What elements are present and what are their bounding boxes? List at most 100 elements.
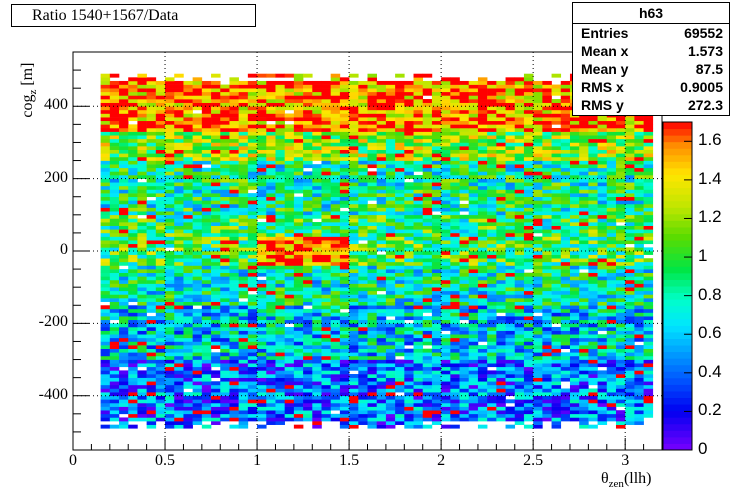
heatmap-cell (128, 185, 138, 190)
heatmap-cell (339, 196, 350, 201)
heatmap-cell (625, 312, 635, 317)
heatmap-cell (634, 395, 644, 400)
heatmap-cell (146, 290, 157, 295)
heatmap-cell (441, 232, 451, 237)
heatmap-cell (385, 142, 396, 147)
heatmap-cell (284, 305, 295, 310)
heatmap-cell (496, 193, 506, 198)
heatmap-cell (597, 218, 608, 223)
heatmap-cell (395, 276, 405, 281)
heatmap-cell (220, 377, 230, 382)
heatmap-cell (155, 243, 166, 248)
heatmap-cell (284, 406, 295, 411)
heatmap-cell (266, 374, 276, 378)
heatmap-cell (404, 120, 414, 125)
heatmap-cell (395, 406, 405, 411)
heatmap-cell (560, 142, 571, 147)
heatmap-cell (183, 413, 193, 418)
heatmap-cell (321, 178, 331, 183)
heatmap-cell (606, 160, 617, 165)
heatmap-cell (422, 156, 433, 161)
heatmap-cell (284, 182, 295, 187)
heatmap-cell (606, 410, 617, 415)
heatmap-cell (192, 384, 203, 389)
heatmap-cell (468, 232, 479, 237)
heatmap-cell (128, 232, 138, 237)
heatmap-cell (431, 240, 442, 245)
heatmap-cell (257, 319, 267, 324)
heatmap-cell (597, 142, 608, 147)
heatmap-cell (569, 330, 580, 335)
heatmap-cell (358, 406, 368, 411)
heatmap-cell (634, 305, 644, 310)
heatmap-cell (358, 352, 368, 357)
heatmap-cell (192, 366, 203, 371)
heatmap-cell (303, 124, 313, 129)
heatmap-cell (146, 200, 157, 205)
heatmap-cell (385, 258, 396, 263)
heatmap-cell (146, 117, 157, 122)
heatmap-cell (312, 312, 322, 317)
heatmap-cell (349, 388, 359, 393)
heatmap-cell (395, 413, 405, 418)
heatmap-cell (284, 269, 295, 274)
heatmap-cell (533, 370, 543, 375)
heatmap-cell (266, 261, 276, 266)
heatmap-cell (542, 182, 552, 187)
heatmap-cell (376, 384, 387, 389)
heatmap-cell (514, 138, 525, 143)
heatmap-cell (496, 167, 506, 172)
heatmap-cell (284, 222, 295, 226)
heatmap-cell (229, 276, 239, 281)
heatmap-cell (496, 283, 506, 288)
heatmap-cell (220, 131, 230, 136)
heatmap-cell (257, 222, 267, 226)
heatmap-cell (459, 160, 470, 165)
heatmap-cell (303, 225, 313, 230)
heatmap-cell (625, 319, 635, 324)
heatmap-cell (542, 251, 552, 255)
heatmap-cell (615, 269, 626, 274)
heatmap-cell (247, 258, 258, 263)
heatmap-cell (275, 185, 285, 190)
heatmap-cell (137, 388, 147, 393)
heatmap-cell (174, 127, 184, 132)
heatmap-cell (468, 406, 479, 411)
heatmap-cell (523, 135, 534, 140)
heatmap-cell (459, 363, 470, 368)
heatmap-cell (229, 142, 239, 147)
heatmap-cell (551, 149, 562, 154)
heatmap-cell (165, 406, 175, 411)
heatmap-cell (523, 301, 534, 306)
heatmap-cell (247, 156, 258, 161)
heatmap-cell (211, 406, 221, 411)
heatmap-cell (625, 258, 635, 263)
heatmap-cell (579, 298, 589, 302)
heatmap-cell (404, 254, 414, 259)
heatmap-cell (330, 127, 341, 132)
heatmap-cell (257, 334, 267, 339)
heatmap-cell (579, 272, 589, 277)
heatmap-cell (211, 222, 221, 226)
heatmap-cell (588, 171, 598, 176)
heatmap-cell (238, 135, 249, 140)
heatmap-cell (385, 287, 396, 292)
heatmap-cell (165, 203, 175, 208)
heatmap-cell (146, 247, 157, 252)
heatmap-cell (569, 214, 580, 219)
heatmap-cell (165, 146, 175, 150)
heatmap-cell (579, 363, 589, 368)
heatmap-cell (533, 164, 543, 169)
heatmap-cell (211, 167, 221, 172)
heatmap-cell (293, 330, 304, 335)
heatmap-cell (146, 265, 157, 270)
heatmap-cell (238, 308, 249, 313)
heatmap-cell (560, 345, 571, 349)
heatmap-cell (487, 323, 497, 328)
heatmap-cell (367, 203, 377, 208)
heatmap-cell (404, 207, 414, 212)
heatmap-cell (404, 127, 414, 132)
heatmap-cell (606, 337, 617, 342)
heatmap-cell (385, 164, 396, 169)
heatmap-cell (468, 348, 479, 353)
